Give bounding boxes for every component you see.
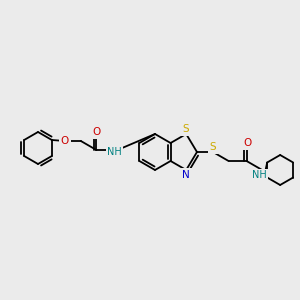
Text: NH: NH [107, 147, 122, 157]
Text: S: S [183, 124, 190, 134]
Text: O: O [61, 136, 69, 146]
Text: S: S [210, 142, 216, 152]
Text: O: O [243, 138, 252, 148]
Text: NH: NH [252, 170, 266, 180]
Text: O: O [92, 127, 101, 137]
Text: N: N [182, 170, 190, 180]
